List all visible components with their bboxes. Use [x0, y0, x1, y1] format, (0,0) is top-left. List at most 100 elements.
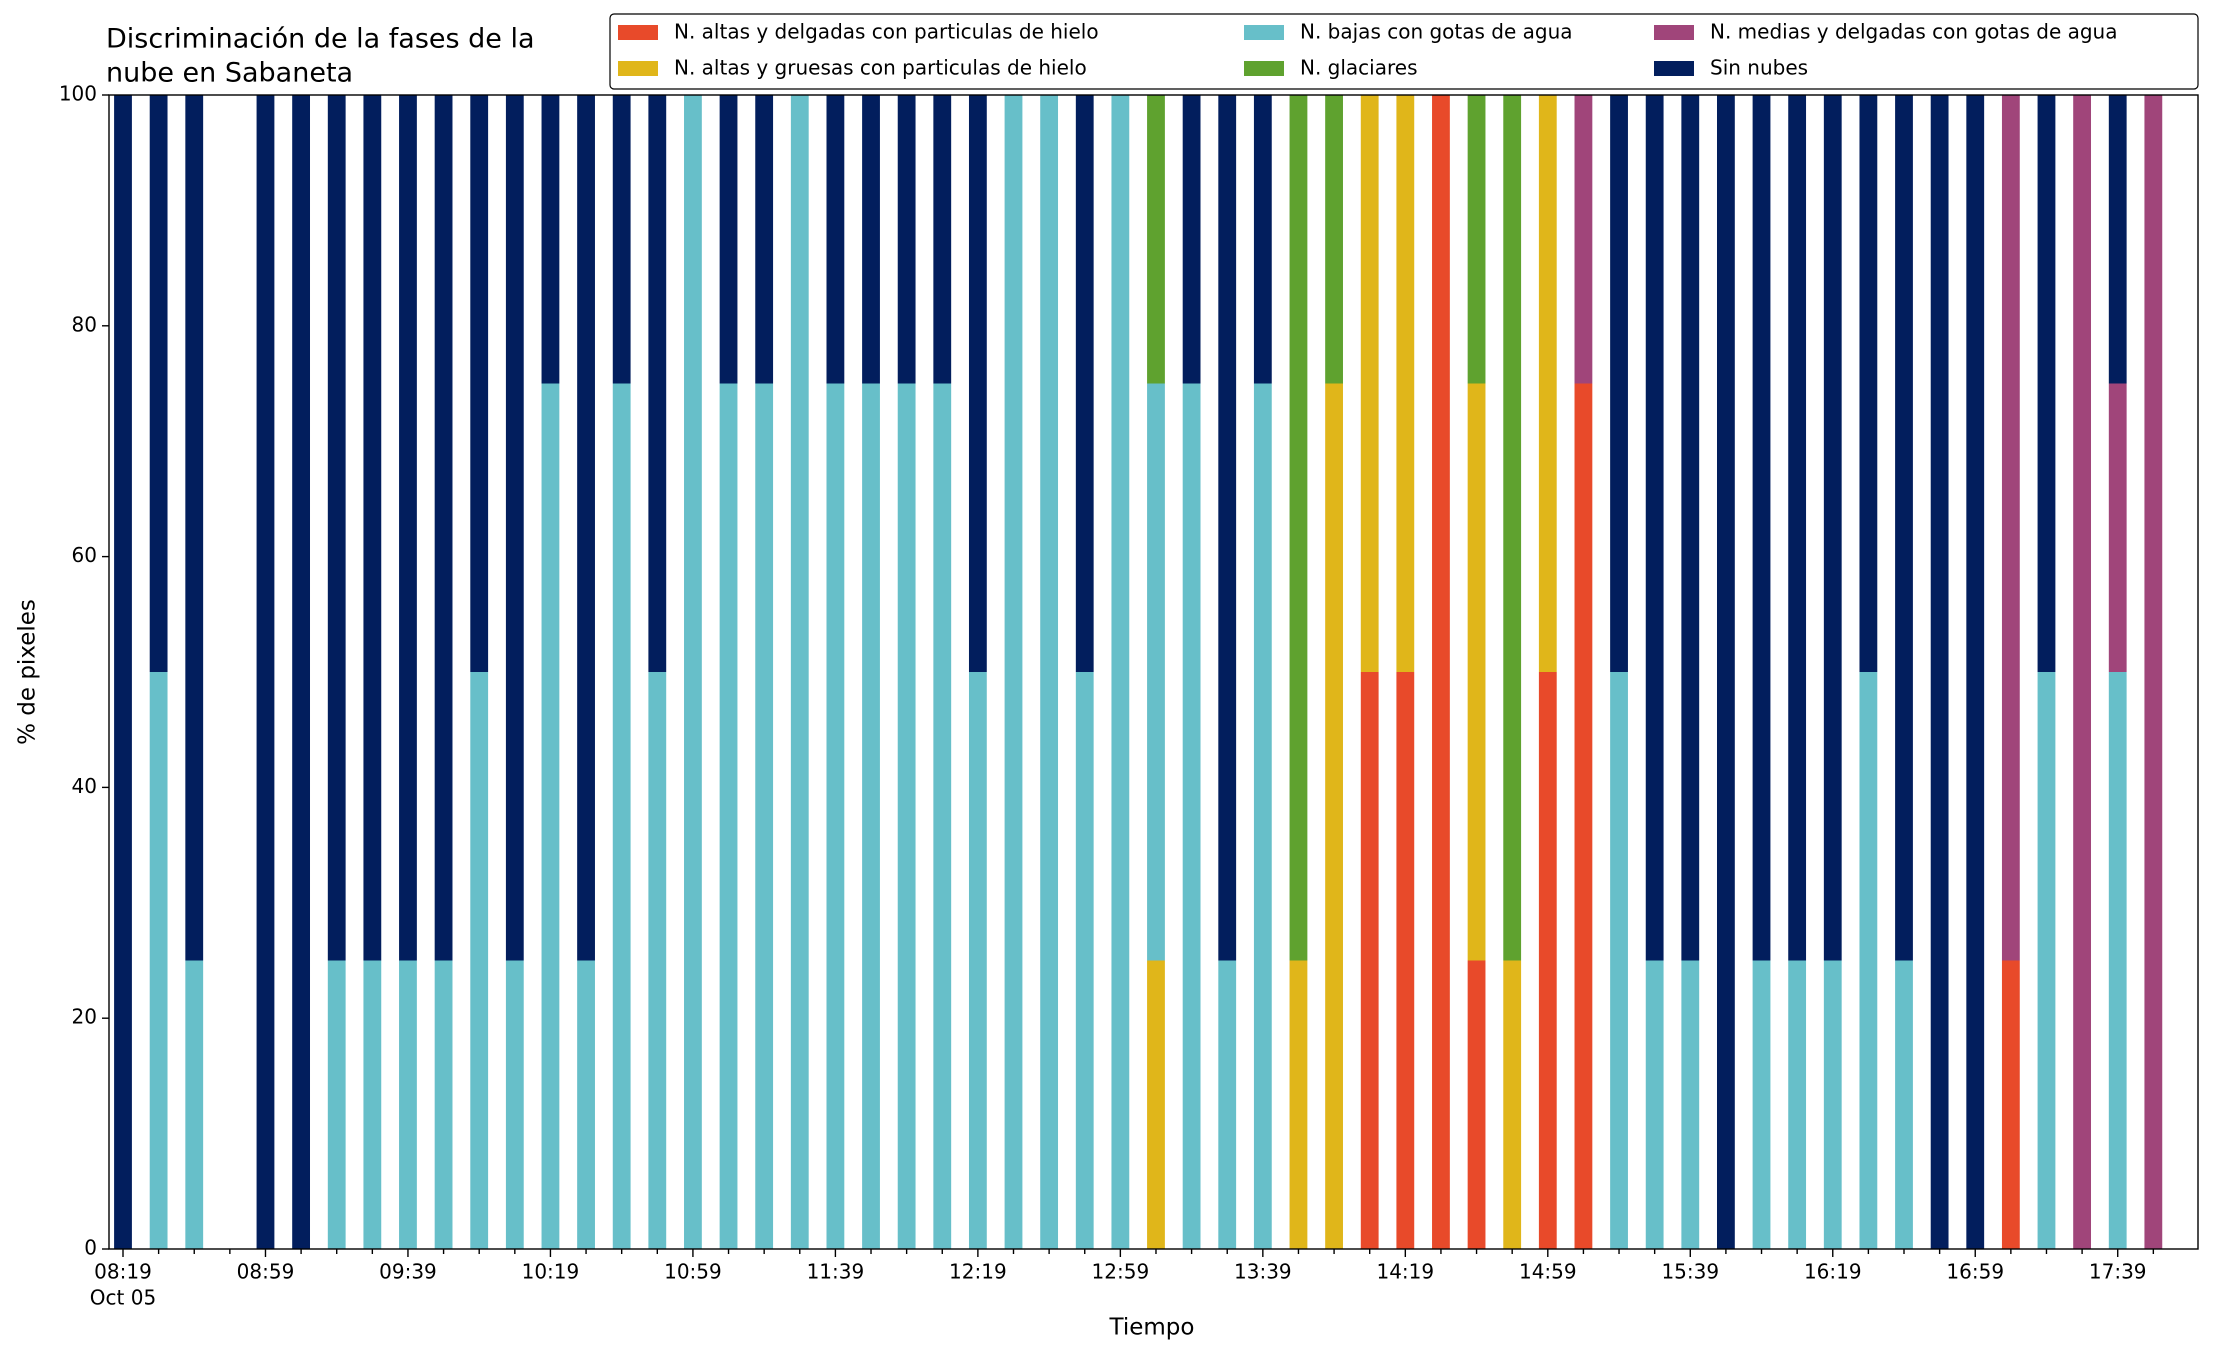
bar-segment	[968, 95, 987, 672]
bar-segment	[2108, 383, 2127, 672]
bar-segment	[1716, 95, 1735, 1249]
bar-segment	[2073, 95, 2092, 1249]
bar-segment	[2037, 95, 2056, 672]
bar-segment	[1681, 95, 1700, 961]
bar-segment	[1325, 383, 1343, 1249]
legend-swatch	[1244, 25, 1284, 40]
legend-swatch	[1244, 61, 1284, 76]
bar-segment	[1895, 95, 1913, 961]
bar-segment	[1075, 95, 1094, 672]
bar-segment	[1823, 960, 1842, 1249]
bar-segment	[1823, 95, 1842, 961]
bar-segment	[327, 960, 346, 1249]
bar-segment	[470, 672, 489, 1249]
x-tick-label: 11:39	[807, 1260, 865, 1284]
bar-segment	[577, 960, 595, 1249]
bar-segment	[790, 95, 809, 1249]
x-tick-label: 10:19	[522, 1260, 580, 1284]
legend-label: Sin nubes	[1710, 56, 1808, 80]
y-tick-label: 20	[72, 1005, 97, 1029]
legend-swatch	[1654, 25, 1694, 40]
bar-segment	[1610, 672, 1628, 1249]
bar-segment	[1218, 95, 1237, 961]
chart-title: nube en Sabaneta	[106, 58, 353, 89]
bar-segment	[1360, 672, 1379, 1249]
bar-segment	[399, 95, 417, 961]
bar-segment	[292, 95, 311, 1249]
bar-segment	[1752, 95, 1771, 961]
bar-segment	[1538, 95, 1557, 672]
bar-segment	[1930, 95, 1949, 1249]
bar-segment	[1895, 960, 1913, 1249]
legend-box	[609, 13, 2199, 90]
bar-segment	[434, 960, 453, 1249]
x-tick-label: 14:19	[1376, 1260, 1434, 1284]
bar-segment	[185, 95, 204, 961]
x-tick-label: 08:19	[94, 1260, 152, 1284]
bar-segment	[1538, 672, 1557, 1249]
bar-segment	[577, 95, 595, 961]
bar-segment	[897, 383, 916, 1249]
bar-segment	[1467, 95, 1486, 384]
bar-segment	[719, 95, 738, 384]
bar-segment	[826, 95, 845, 384]
legend-label: N. bajas con gotas de agua	[1300, 20, 1573, 44]
bar-segment	[114, 95, 132, 1249]
bar-segment	[2108, 95, 2127, 384]
bar-segment	[1218, 960, 1237, 1249]
bar-segment	[968, 672, 987, 1249]
bar-segment	[1752, 960, 1771, 1249]
bar-segment	[1147, 960, 1165, 1249]
x-tick-label: 17:39	[2089, 1260, 2147, 1284]
bar-segment	[1253, 95, 1272, 384]
bar-segment	[2037, 672, 2056, 1249]
bar-segment	[612, 383, 631, 1249]
bar-segment	[1574, 95, 1593, 384]
bar-segment	[363, 95, 382, 961]
bar-segment	[648, 672, 667, 1249]
x-tick-label: 10:59	[664, 1260, 722, 1284]
legend-swatch	[1654, 61, 1694, 76]
bar-segment	[1574, 383, 1593, 1249]
x-axis-label: Tiempo	[1109, 1315, 1195, 1341]
bar-segment	[612, 95, 631, 384]
y-tick-label: 100	[59, 82, 97, 106]
bar-segment	[826, 383, 845, 1249]
bar-segment	[1503, 960, 1522, 1249]
bar-segment	[1289, 960, 1308, 1249]
bar-segment	[1325, 95, 1343, 384]
bar-segment	[149, 95, 168, 672]
bar-segment	[648, 95, 667, 672]
bar-segment	[1859, 672, 1878, 1249]
y-tick-label: 60	[72, 543, 97, 567]
bar-segment	[1182, 383, 1201, 1249]
bar-segment	[256, 95, 275, 1249]
bar-segment	[399, 960, 417, 1249]
bar-segment	[897, 95, 916, 384]
y-tick-label: 40	[72, 774, 97, 798]
bar-segment	[1289, 95, 1308, 961]
bar-segment	[541, 95, 560, 384]
x-tick-label: 12:59	[1092, 1260, 1150, 1284]
bar-segment	[434, 95, 453, 961]
legend-label: N. glaciares	[1300, 56, 1418, 80]
y-tick-label: 0	[84, 1236, 97, 1260]
bar-segment	[1182, 95, 1201, 384]
bar-segment	[1253, 383, 1272, 1249]
bar-segment	[719, 383, 738, 1249]
bar-segment	[1966, 95, 1985, 1249]
bar-segment	[1467, 960, 1486, 1249]
bar-segment	[1432, 95, 1450, 1249]
x-tick-label: 14:59	[1519, 1260, 1577, 1284]
x-tick-label: 08:59	[237, 1260, 295, 1284]
bar-segment	[755, 383, 774, 1249]
bar-segment	[2108, 672, 2127, 1249]
y-tick-label: 80	[72, 312, 97, 336]
bar-segment	[149, 672, 168, 1249]
bar-segment	[684, 95, 702, 1249]
bar-segment	[1503, 95, 1522, 961]
x-tick-label: 15:39	[1661, 1260, 1719, 1284]
bar-segment	[2144, 95, 2163, 1249]
